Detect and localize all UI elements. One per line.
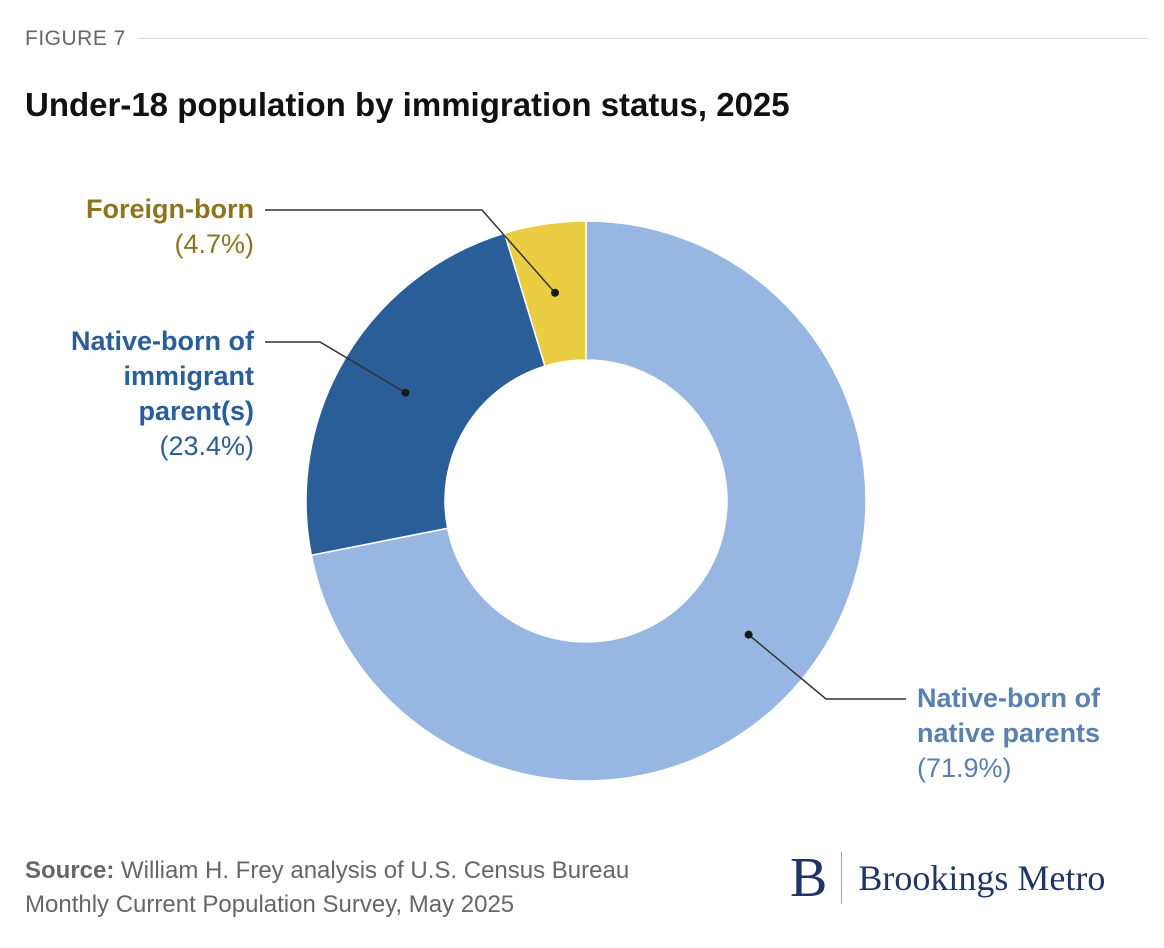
- slice-native-immigrant-parents: [305, 232, 546, 557]
- source-note: Source: William H. Frey analysis of U.S.…: [25, 854, 629, 922]
- source-line-2: Monthly Current Population Survey, May 2…: [25, 891, 515, 918]
- label-immigrant-value: (23.4%): [159, 431, 254, 461]
- label-immigrant-name-0: Native-born of: [70, 326, 254, 356]
- logo-divider: [841, 852, 843, 904]
- source-line-1: William H. Frey analysis of U.S. Census …: [114, 857, 630, 884]
- label-native-name-1: native parents: [917, 718, 1101, 748]
- label-native-value: (71.9%): [917, 753, 1012, 783]
- label-native-immigrant-parents: Native-born of immigrant parent(s) (23.4…: [71, 324, 254, 464]
- label-foreign-born-value: (4.7%): [174, 229, 254, 259]
- label-native-name-0: Native-born of: [917, 683, 1101, 713]
- label-immigrant-name-1: immigrant: [123, 361, 254, 391]
- leader-foreign-born-dot: [551, 288, 560, 297]
- label-foreign-born: Foreign-born (4.7%): [86, 192, 254, 262]
- leader-native-immigrant-parents-dot: [401, 388, 410, 397]
- header-rule: [138, 38, 1148, 39]
- slice-foreign-born: [503, 220, 587, 368]
- figure-label: FIGURE 7: [25, 27, 126, 50]
- logo-mark: B: [790, 847, 828, 909]
- source-key: Source:: [25, 857, 115, 884]
- brookings-metro-logo: B Brookings Metro: [790, 848, 1105, 908]
- leader-foreign-born: [265, 209, 556, 294]
- label-foreign-born-name-0: Foreign-born: [86, 194, 254, 224]
- slice-native-native-parents: [310, 220, 867, 782]
- leader-native-immigrant-parents: [265, 341, 406, 394]
- label-immigrant-name-2: parent(s): [138, 396, 254, 426]
- chart-title: Under-18 population by immigration statu…: [25, 86, 790, 123]
- logo-text: Brookings Metro: [858, 858, 1106, 898]
- label-native-native-parents: Native-born of native parents (71.9%): [917, 681, 1100, 786]
- leader-native-native-parents-dot: [744, 630, 753, 639]
- leader-native-native-parents: [748, 634, 906, 700]
